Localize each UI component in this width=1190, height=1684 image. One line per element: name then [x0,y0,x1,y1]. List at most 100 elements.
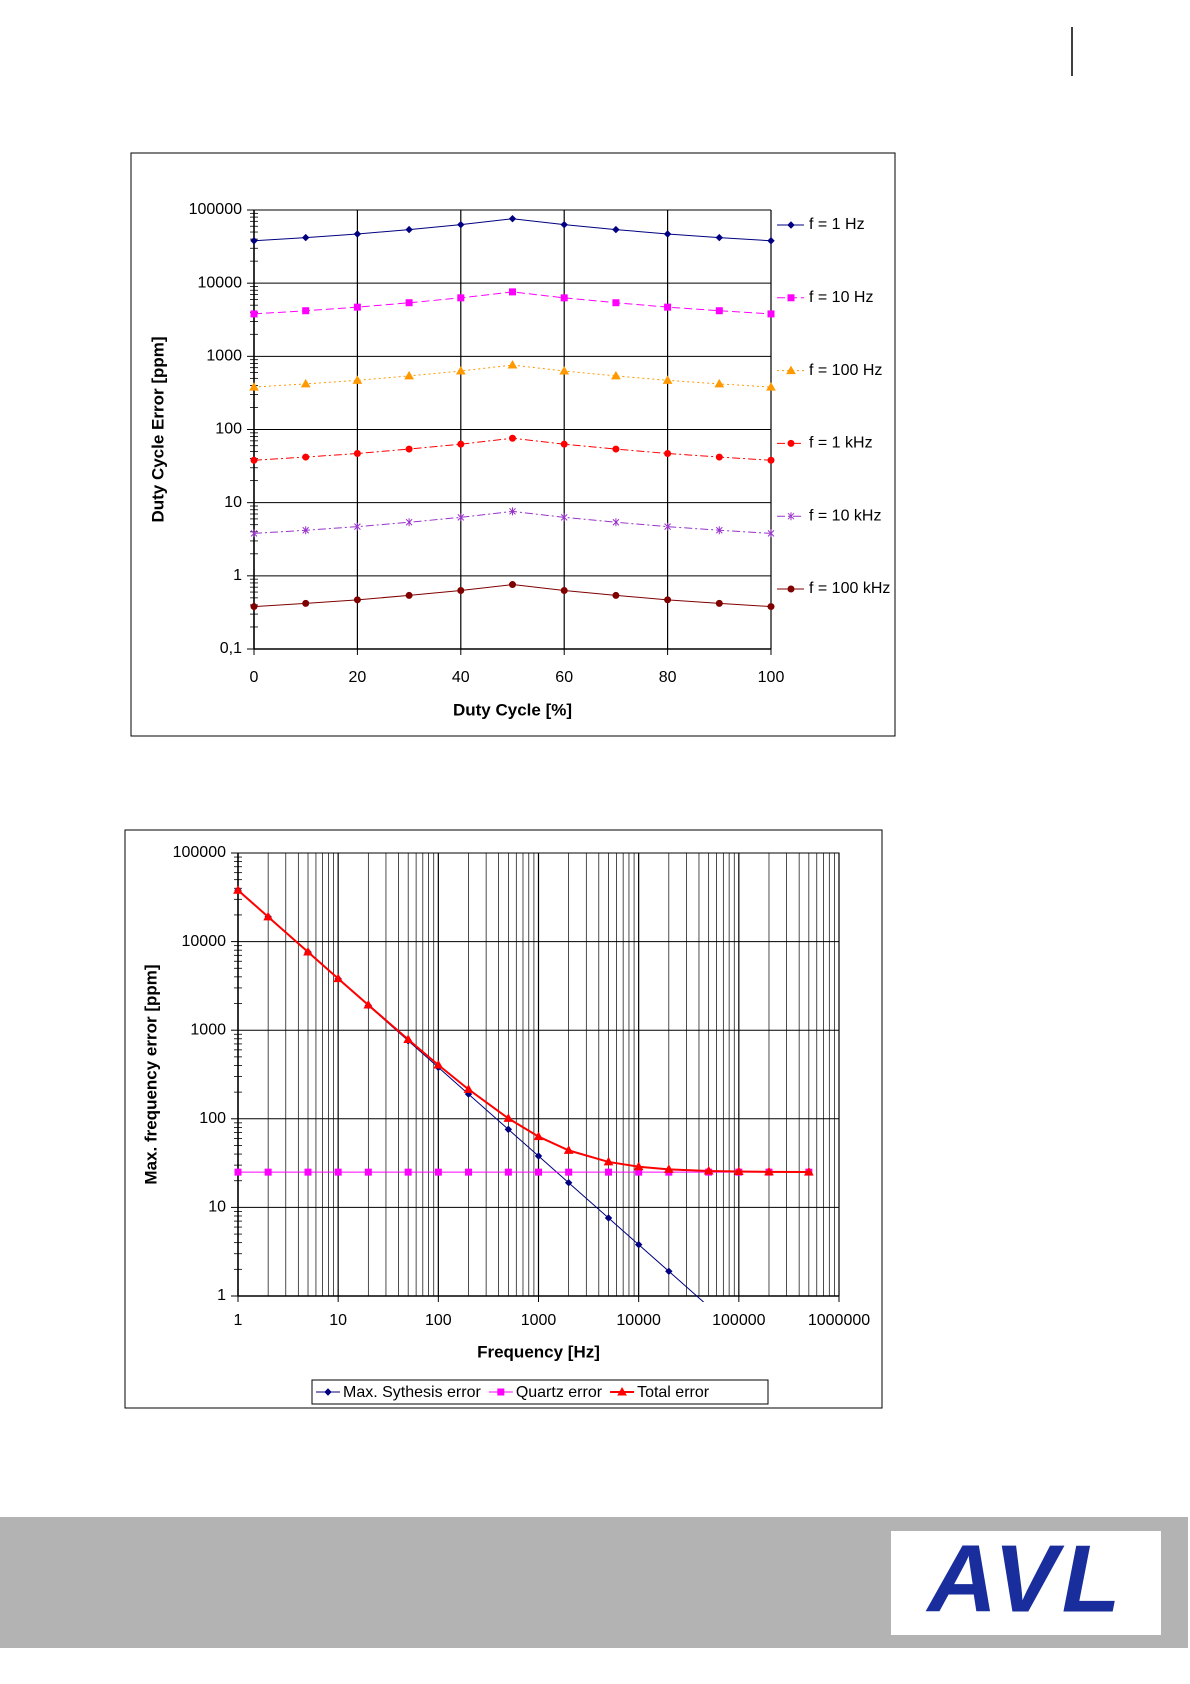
point [663,1164,674,1173]
point [605,1168,613,1176]
point [664,449,672,457]
x-tick-label: 1000000 [808,1312,870,1329]
point [715,599,723,607]
chart: 0,1 1 10 100 1000 10000 100000 0 20 40 60 80 100 Duty… [148,201,890,719]
point [665,1267,673,1276]
point [703,1165,714,1175]
chart: 1 10 100 1000 10000 100000 1 10 100 1000 10000 1000… [141,844,870,1405]
point [535,1168,542,1176]
point [405,591,413,599]
point [250,310,258,318]
point [714,378,725,388]
y-tick-label: 1000 [206,348,242,365]
point [249,382,259,391]
series-layer [249,215,776,611]
y-tick-label: 1000 [190,1021,226,1038]
point [404,1168,412,1176]
legend-marker [787,512,795,521]
y-axis-title: Duty Cycle Error [ppm] [148,336,167,522]
point [404,370,414,380]
point [715,453,723,461]
point [633,1161,644,1171]
legend-label: f = 100 kHz [809,580,890,597]
x-tick-label: 100 [758,669,785,686]
point [565,1168,573,1176]
point [664,303,672,311]
x-tick-label: 40 [452,669,470,686]
point [508,215,517,223]
point [612,299,620,307]
x-tick-label: 1000 [521,1312,557,1329]
point [612,591,620,599]
point [560,587,568,595]
point [507,360,518,369]
y-tick-label: 100 [215,421,242,438]
y-tick-label: 10 [224,494,242,511]
point [302,599,310,607]
legend-box [311,1379,769,1405]
x-axis-title: Frequency [Hz] [477,1342,600,1361]
series-line [253,364,772,388]
legend-marker [787,439,795,447]
point [764,1166,774,1176]
point [604,1214,613,1222]
point [353,230,362,238]
point [455,366,466,375]
point [563,1145,574,1154]
point [264,1168,272,1176]
x-tick-label: 1 [234,1312,243,1329]
point [353,596,361,604]
point [301,233,310,242]
legend-marker [787,294,795,302]
point [612,445,620,453]
legend-marker [497,1388,505,1396]
y-tick-label: 100 [199,1110,226,1127]
point [363,999,374,1009]
point [560,294,568,302]
x-tick-label: 20 [349,669,367,686]
point [767,237,775,245]
point [504,1168,512,1176]
point [434,1168,442,1176]
point [304,1168,312,1176]
legend-label: f = 1 kHz [809,435,873,452]
point [803,1167,814,1176]
point [612,225,620,234]
x-tick-label: 10 [329,1312,347,1329]
point [463,1084,474,1093]
point [250,529,258,538]
point [564,1178,573,1187]
point [250,237,258,245]
point [634,1240,643,1249]
point [612,518,620,527]
logo-box [891,1531,1161,1635]
point [509,288,516,296]
series-layer [233,885,814,1302]
legend-label: Total error [637,1384,710,1401]
point [457,220,465,229]
x-tick-label: 80 [659,669,677,686]
legend-label: f = 100 Hz [809,362,882,379]
x-tick-label: 60 [555,669,573,686]
y-tick-label: 1 [217,1287,226,1304]
point [302,307,310,315]
point [664,522,671,531]
point [464,1090,473,1098]
point [464,1168,472,1176]
series-line [237,889,809,1174]
point [233,885,243,894]
point [302,526,310,535]
legend-marker [787,585,795,593]
point [353,303,361,311]
point [352,375,363,384]
legend-label: f = 10 kHz [809,507,881,524]
legend-marker [324,1388,332,1396]
point [405,225,413,234]
x-tick-label: 100 [425,1312,452,1329]
legend-label: Quartz error [516,1384,603,1401]
point [457,587,465,595]
point [509,581,516,589]
point [457,513,465,522]
point [333,973,344,983]
point [405,518,413,527]
